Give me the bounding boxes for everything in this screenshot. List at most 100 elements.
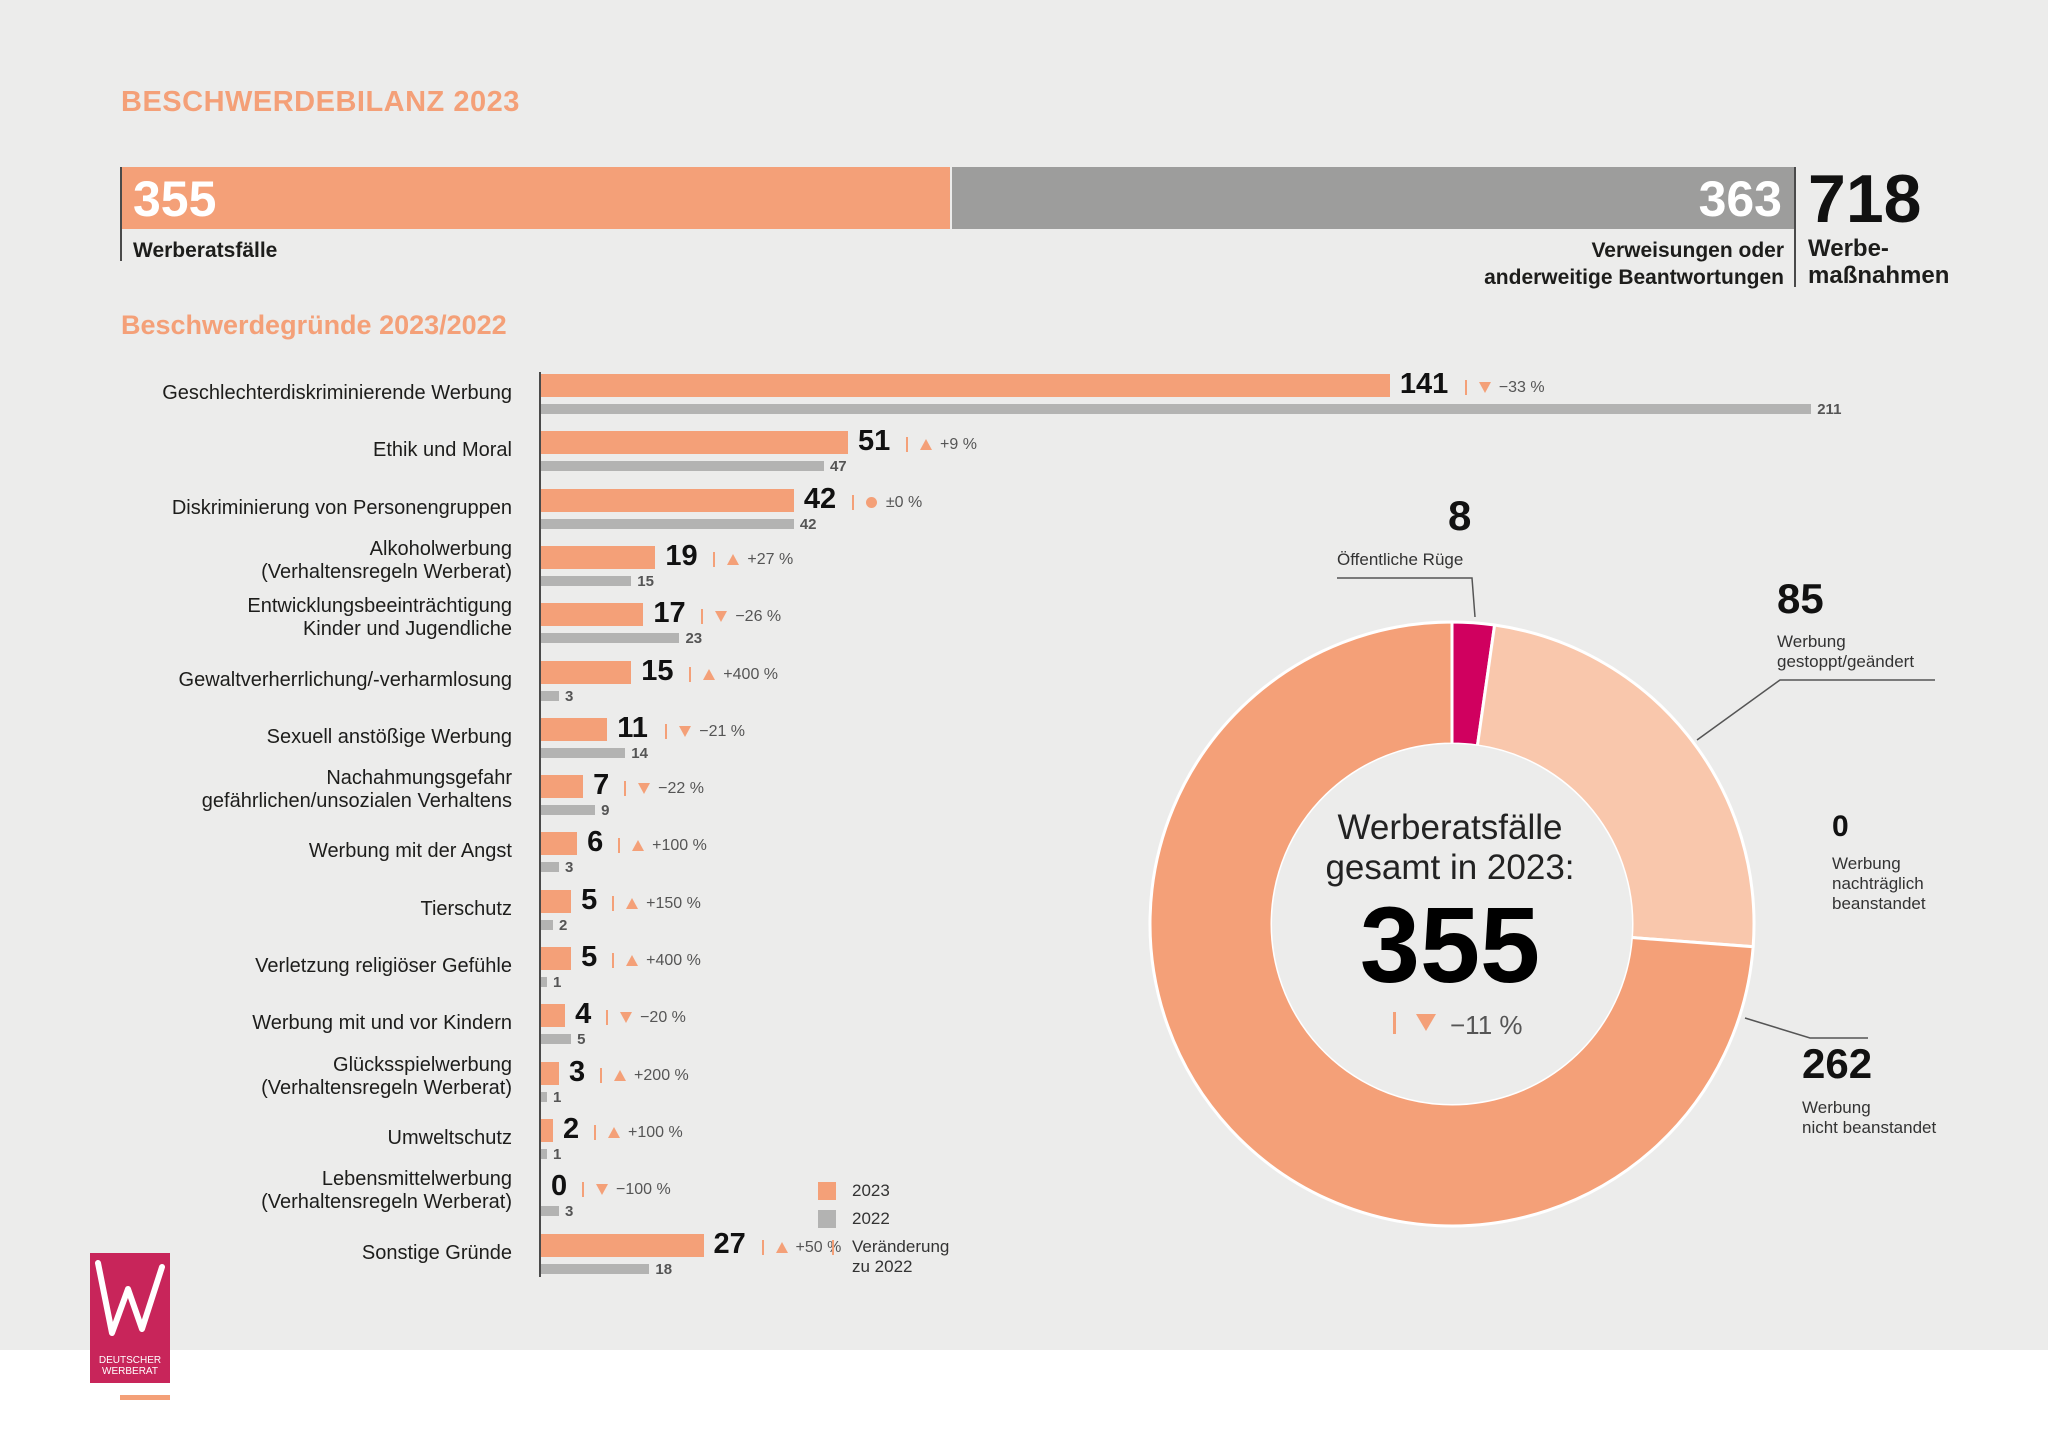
change-down-icon (1478, 382, 1491, 393)
logo-underline (120, 1395, 170, 1400)
change-marker (906, 437, 909, 453)
category-label: Diskriminierung von Personengruppen (171, 496, 512, 519)
legend-change-marker (832, 1240, 834, 1255)
bar-2023 (541, 1004, 566, 1028)
logo-w-icon (95, 1260, 165, 1336)
slice-label-gestoppt: Werbung gestoppt/geändert (1777, 632, 1915, 671)
change-down-icon (638, 783, 651, 795)
change-marker (665, 723, 668, 739)
change-down-icon (596, 1184, 608, 1196)
value-2022: 5 (577, 1031, 586, 1049)
value-2022: 211 (1817, 401, 1842, 418)
bar-2022 (541, 461, 824, 472)
total-bar-right-tick (1794, 167, 1796, 287)
change-percent: −33 % (1498, 379, 1545, 396)
bar-2022 (541, 1206, 560, 1217)
change-up-icon (626, 897, 639, 909)
change-marker (600, 1067, 603, 1083)
bar-2023 (541, 889, 572, 913)
slice-value-gestoppt: 85 (1777, 575, 1824, 622)
category-label: Sexuell anstößige Werbung (266, 725, 512, 748)
change-marker (1464, 380, 1467, 395)
bar-2023 (541, 775, 584, 799)
bar-2023 (541, 1118, 554, 1142)
category-label: Sonstige Gründe (361, 1241, 512, 1264)
value-2022: 1 (553, 1145, 562, 1163)
verweisungen-total-value: 363 (1698, 171, 1782, 227)
value-2022: 1 (553, 1088, 562, 1106)
value-2023: 7 (593, 769, 610, 802)
change-percent: +100 % (652, 837, 707, 855)
total-bar-divider (950, 167, 952, 229)
change-up-icon (920, 439, 933, 451)
bar-2023 (541, 374, 1390, 397)
bar-2022 (541, 862, 560, 873)
value-2022: 3 (565, 1203, 574, 1221)
category-label: Alkoholwerbung (Verhaltensregeln Werbera… (261, 537, 512, 583)
category-label: Verletzung religiöser Gefühle (255, 955, 512, 977)
value-2023: 2 (563, 1112, 580, 1145)
category-label: Geschlechterdiskriminierende Werbung (162, 382, 512, 404)
change-percent: +150 % (646, 894, 701, 912)
value-2022: 15 (637, 572, 654, 590)
change-up-icon (614, 1069, 627, 1081)
value-2023: 42 (803, 482, 837, 515)
value-2022: 14 (631, 744, 648, 762)
bar-2022 (541, 633, 680, 644)
value-2023: 15 (641, 654, 674, 687)
value-2023: 51 (858, 425, 891, 458)
legend-label-change: Veränderung zu 2022 (852, 1237, 950, 1276)
bar-2022 (541, 1148, 548, 1159)
value-2022: 3 (565, 687, 574, 705)
change-up-icon (632, 840, 645, 852)
werberat-total-bar (121, 167, 951, 229)
bar-2023 (541, 431, 849, 455)
bar-2022 (541, 575, 632, 586)
category-label: Gewaltverherrlichung/-verharmlosung (178, 668, 512, 691)
grand-total-label: Werbe- maßnahmen (1808, 235, 1950, 289)
change-marker (689, 666, 692, 682)
category-label: Ethik und Moral (373, 439, 512, 462)
slice-value-nachtraeglich: 0 (1832, 810, 1849, 843)
leader-line-gestoppt (1696, 679, 1935, 741)
outcome-donut-chart (1148, 620, 1756, 1228)
bar-chart-axis (539, 372, 541, 1277)
value-2023: 3 (569, 1055, 586, 1088)
bar-2022 (541, 919, 554, 930)
change-marker (618, 838, 621, 854)
bar-2022 (541, 404, 1812, 414)
bar-2023 (541, 1233, 704, 1257)
change-marker (582, 1182, 584, 1198)
legend-swatch-2022 (818, 1210, 836, 1228)
category-label: Entwicklungsbeeinträchtigung Kinder und … (247, 595, 512, 641)
bar-2022 (541, 1263, 650, 1274)
change-percent: +400 % (723, 665, 779, 683)
legend-swatch-2023 (818, 1182, 836, 1200)
change-marker (761, 1239, 764, 1255)
grand-total-value: 718 (1808, 161, 1922, 237)
change-up-icon (626, 955, 639, 966)
value-2022: 42 (799, 515, 817, 533)
change-flat-icon (865, 496, 877, 508)
bar-chart-title: Beschwerdegründe 2023/2022 (121, 310, 507, 340)
value-2022: 47 (829, 458, 847, 476)
category-label: Nachahmungsgefahr gefährlichen/unsoziale… (201, 767, 512, 813)
change-percent: −26 % (735, 608, 782, 626)
change-marker (624, 781, 627, 797)
werberat-logo (90, 1253, 170, 1383)
value-2023: 19 (665, 539, 698, 572)
legend-label-2022: 2022 (852, 1209, 890, 1228)
change-up-icon (703, 668, 716, 680)
page-title: BESCHWERDEBILANZ 2023 (121, 86, 520, 118)
bar-2023 (541, 717, 608, 741)
bar-2023 (541, 947, 572, 970)
logo-text: DEUTSCHER WERBERAT (98, 1355, 162, 1377)
bar-2023 (541, 660, 632, 684)
change-percent: −100 % (616, 1181, 671, 1199)
verweisungen-total-bar (951, 167, 1794, 229)
change-marker (701, 609, 704, 625)
bar-2022 (541, 747, 626, 758)
change-percent: +400 % (646, 952, 701, 969)
value-2023: 11 (617, 711, 648, 744)
